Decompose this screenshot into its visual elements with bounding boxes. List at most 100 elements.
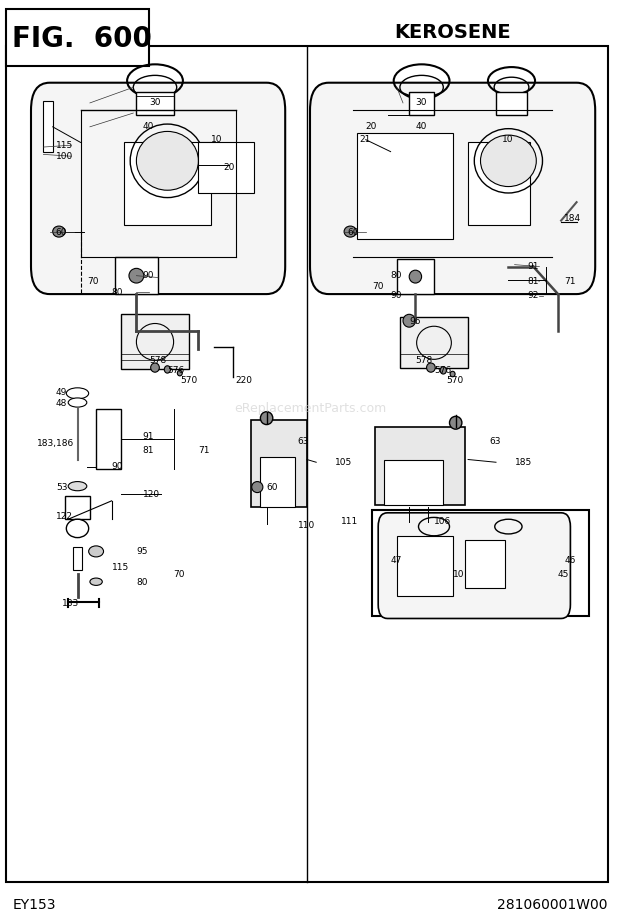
Ellipse shape — [409, 270, 422, 283]
Text: 71: 71 — [198, 446, 210, 455]
Text: 115: 115 — [112, 562, 129, 572]
Text: 100: 100 — [56, 152, 73, 161]
Ellipse shape — [440, 367, 446, 374]
Ellipse shape — [151, 363, 159, 372]
Bar — [496, 92, 527, 115]
Ellipse shape — [164, 366, 171, 373]
Text: 71: 71 — [564, 277, 576, 286]
Text: 60: 60 — [56, 228, 68, 237]
Text: 80: 80 — [112, 288, 123, 297]
Text: 21: 21 — [360, 135, 371, 144]
Bar — [356, 133, 453, 239]
Text: 10: 10 — [211, 135, 223, 144]
Text: 122: 122 — [56, 512, 73, 521]
Bar — [136, 92, 174, 115]
Text: 40: 40 — [143, 122, 154, 131]
Text: 120: 120 — [143, 490, 160, 499]
Text: 90: 90 — [143, 271, 154, 280]
Text: 47: 47 — [391, 556, 402, 565]
Ellipse shape — [260, 412, 273, 425]
Ellipse shape — [480, 135, 536, 187]
Text: 570: 570 — [446, 376, 464, 385]
Text: eReplacementParts.com: eReplacementParts.com — [234, 403, 386, 415]
Text: 60: 60 — [347, 228, 359, 237]
Text: 53: 53 — [56, 482, 68, 492]
Bar — [73, 547, 82, 570]
Text: 96: 96 — [409, 317, 421, 326]
Ellipse shape — [177, 370, 182, 376]
Text: 281060001W00: 281060001W00 — [497, 898, 608, 913]
Text: 184: 184 — [564, 214, 582, 223]
Bar — [397, 259, 434, 294]
Text: 20: 20 — [223, 163, 234, 172]
Ellipse shape — [252, 482, 263, 493]
Bar — [6, 9, 149, 66]
Bar — [465, 540, 505, 588]
Bar — [372, 510, 589, 616]
Text: 578: 578 — [149, 356, 166, 365]
Text: 90: 90 — [391, 291, 402, 301]
Text: 40: 40 — [415, 122, 427, 131]
Text: 10: 10 — [502, 135, 514, 144]
Bar — [124, 142, 211, 225]
Text: FIG.  600: FIG. 600 — [12, 25, 153, 52]
Text: 10: 10 — [453, 570, 464, 579]
Text: 91: 91 — [143, 432, 154, 441]
Text: 106: 106 — [434, 517, 451, 527]
Bar — [121, 314, 189, 369]
Text: 20: 20 — [366, 122, 377, 131]
Ellipse shape — [450, 416, 462, 429]
Ellipse shape — [66, 388, 89, 399]
Bar — [115, 257, 158, 294]
FancyBboxPatch shape — [31, 83, 285, 294]
Text: 578: 578 — [415, 356, 433, 365]
Text: 90: 90 — [112, 462, 123, 471]
Text: 91: 91 — [527, 262, 539, 271]
Ellipse shape — [136, 131, 198, 190]
Ellipse shape — [53, 226, 65, 237]
Bar — [409, 92, 434, 115]
Text: 110: 110 — [298, 521, 315, 530]
Ellipse shape — [68, 482, 87, 491]
Text: 183: 183 — [62, 599, 79, 608]
Text: 63: 63 — [490, 437, 502, 446]
Text: 220: 220 — [236, 376, 252, 385]
Text: 81: 81 — [143, 446, 154, 455]
Text: 60: 60 — [267, 482, 278, 492]
FancyBboxPatch shape — [310, 83, 595, 294]
Ellipse shape — [68, 398, 87, 407]
Text: 115: 115 — [56, 141, 73, 150]
FancyBboxPatch shape — [378, 513, 570, 618]
Text: EY153: EY153 — [12, 898, 56, 913]
Text: 185: 185 — [515, 458, 532, 467]
Text: 46: 46 — [564, 556, 575, 565]
Text: 30: 30 — [149, 98, 161, 108]
Ellipse shape — [66, 519, 89, 538]
Bar — [384, 460, 443, 505]
Ellipse shape — [403, 314, 415, 327]
Text: 105: 105 — [335, 458, 352, 467]
Text: 95: 95 — [136, 547, 148, 556]
Bar — [96, 409, 121, 469]
Bar — [375, 427, 465, 505]
Bar — [400, 317, 468, 368]
Text: 183,186: 183,186 — [37, 439, 74, 448]
Bar — [260, 457, 294, 507]
Text: 576: 576 — [434, 366, 451, 375]
Ellipse shape — [129, 268, 144, 283]
Bar — [198, 142, 254, 193]
Bar — [468, 142, 530, 225]
Bar — [43, 101, 53, 152]
Bar — [65, 496, 90, 519]
Ellipse shape — [450, 371, 455, 377]
Ellipse shape — [89, 546, 104, 557]
Text: 70: 70 — [174, 570, 185, 579]
Text: 70: 70 — [372, 282, 384, 291]
Text: 576: 576 — [167, 366, 185, 375]
Ellipse shape — [344, 226, 356, 237]
Ellipse shape — [90, 578, 102, 585]
Text: 70: 70 — [87, 277, 99, 286]
Text: 81: 81 — [527, 277, 539, 286]
Bar — [397, 536, 453, 596]
Text: 30: 30 — [415, 98, 427, 108]
